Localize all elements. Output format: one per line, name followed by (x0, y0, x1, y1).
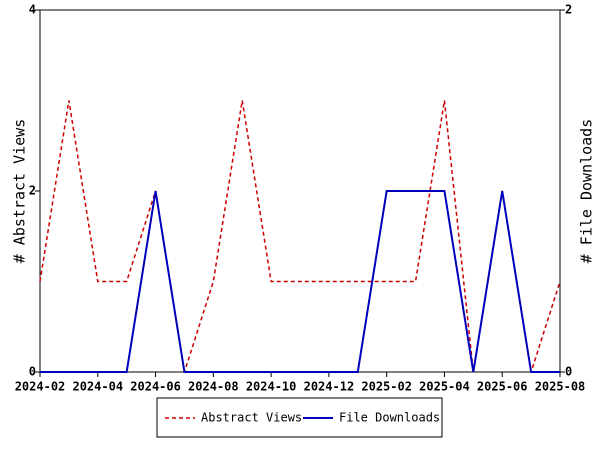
y2-tick-label: 2 (565, 3, 572, 17)
y-tick-label: 2 (29, 184, 36, 198)
x-tick-label: 2024-12 (304, 380, 355, 394)
y-tick-label: 0 (29, 365, 36, 379)
x-tick-label: 2024-04 (72, 380, 123, 394)
x-tick-label: 2024-08 (188, 380, 239, 394)
x-tick-label: 2025-08 (535, 380, 586, 394)
legend-label: File Downloads (339, 411, 440, 425)
x-tick-label: 2025-02 (361, 380, 412, 394)
series-line (39, 100, 561, 373)
legend-box (156, 397, 443, 438)
legend-label: Abstract Views (201, 411, 302, 425)
x-tick-label: 2024-06 (130, 380, 181, 394)
y-axis-label: # Abstract Views (11, 119, 29, 264)
x-tick-label: 2025-06 (477, 380, 528, 394)
y2-axis-label: # File Downloads (578, 119, 596, 264)
x-tick-label: 2024-02 (15, 380, 66, 394)
x-tick-label: 2024-10 (246, 380, 297, 394)
y2-tick-label: 0 (565, 365, 572, 379)
x-tick-label: 2025-04 (419, 380, 470, 394)
series-line (40, 190, 560, 373)
y-tick-label: 4 (29, 3, 36, 17)
